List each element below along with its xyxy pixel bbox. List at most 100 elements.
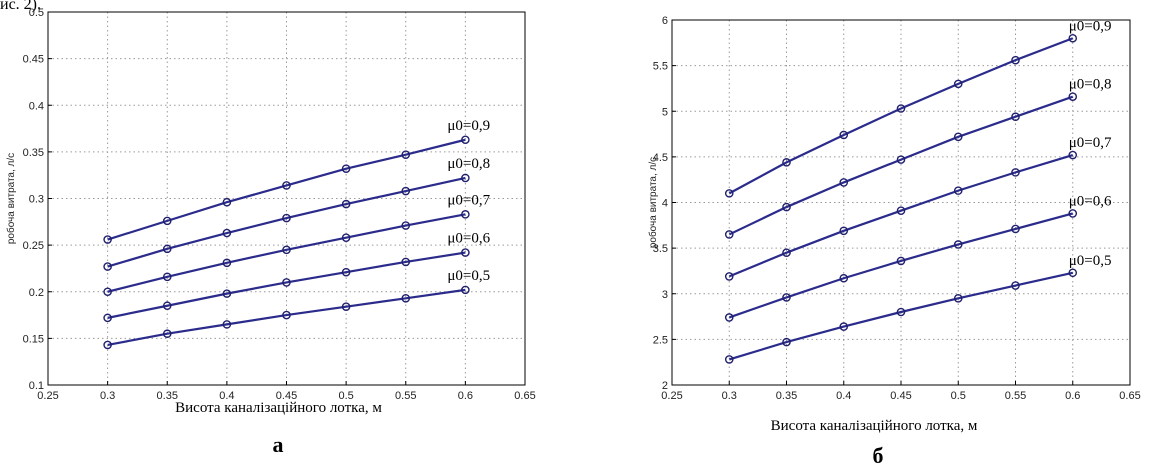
chart-b-data-point [896,206,906,216]
chart-b-series-line [728,95,1074,236]
chart-a-ytick-label: 0.3 [29,194,44,206]
chart-a-xtick-label: 0.35 [157,390,178,402]
chart-b-ylabel: робоча витрата, л/с [647,157,659,248]
chart-a-data-point [341,302,351,311]
chart-a-data-point [461,285,470,295]
chart-b-xlabel: Висота каналізаційного лотка, м [771,418,978,434]
chart-a-data-point [461,248,470,257]
chart-a-ytick-label: 0.5 [29,7,44,19]
chart-b-xtick-label: 0.65 [1119,390,1140,402]
chart-b-ytick-label: 2 [662,380,668,392]
chart-a-data-point [222,197,232,207]
chart-a-ytick-label: 0.45 [23,54,44,66]
chart-b-data-point [1011,55,1020,65]
chart-b-data-point [1068,150,1078,160]
chart-b-series-label: μ0=0,8 [1069,77,1112,93]
chart-b-data-point [839,322,849,331]
chart-a-data-point [341,199,351,209]
chart-a-data-point [461,173,470,183]
chart-b-xtick-label: 0.35 [776,390,797,402]
chart-b-data-point [782,158,791,167]
chart-b-data-point [953,186,963,195]
chart-a-xlabel: Висота каналізаційного лотка, м [175,400,382,416]
chart-b-data-point [953,79,963,89]
chart-a-data-point [282,245,291,255]
chart-b-data-point [1068,268,1078,278]
chart-b-ytick-label: 3 [662,289,668,301]
chart-a-data-point [401,150,411,159]
chart-b-data-point [896,104,906,113]
chart-b-ytick-label: 2.5 [653,334,668,346]
chart-b-data-point [782,293,791,302]
chart-b-xtick-label: 0.45 [890,390,911,402]
chart-a-data-point [282,278,291,287]
chart-a-data-point [282,213,291,223]
chart-a-series-line [107,138,466,241]
chart-b-series-line [728,212,1074,319]
chart-a-data-point [162,329,172,339]
chart-a-ytick-label: 0.4 [29,100,44,112]
chart-a-data-point [162,244,172,254]
chart-a-data-point [341,164,351,173]
chart-a-series-label: μ0=0,6 [447,231,490,247]
chart-a-series-label: μ0=0,7 [447,192,490,208]
chart-b-data-point [724,230,734,239]
chart-b-data-point [1011,224,1020,234]
chart-b-data-point [1011,281,1020,290]
chart-b-data-point [1011,168,1020,177]
chart-b-ytick-label: 3.5 [653,243,668,255]
chart-a-xtick-label: 0.55 [395,390,416,402]
chart-b-data-point [953,240,963,249]
chart-b-data-point [782,337,791,347]
chart-b-ytick-label: 6 [662,15,668,27]
chart-a-data-point [103,287,112,297]
chart-b-data-point [1068,33,1078,43]
chart-b-data-point [724,355,734,364]
chart-b-data-point [782,248,791,257]
chart-a-xtick-label: 0.5 [338,390,353,402]
chart-a-data-point [401,257,411,267]
chart-b-data-point [1068,209,1078,218]
chart-b-ytick-label: 4 [662,198,668,210]
chart-b-series-line [728,153,1074,278]
chart-b-data-point [896,307,906,317]
chart-a-xtick-label: 0.45 [276,390,297,402]
chart-a-data-point [461,135,470,145]
chart-b-series-label: μ0=0,7 [1069,135,1112,151]
chart-a-data-point [341,267,351,277]
chart-b-series-label: μ0=0,9 [1069,18,1112,34]
chart-a-ytick-label: 0.2 [29,287,44,299]
chart-a-data-point [162,301,172,311]
chart-b-ytick-label: 5 [662,106,668,118]
chart-a-data-point [401,186,411,196]
chart-a-ytick-label: 0.1 [29,380,44,392]
chart-a-ytick-label: 0.25 [23,240,44,252]
chart-b-data-point [839,273,849,283]
chart-a-data-point [222,258,232,268]
chart-b-ytick-label: 5.5 [653,61,668,73]
chart-a-data-point [401,293,411,303]
chart-a-data-point [162,216,172,226]
chart-b-series-line [728,37,1074,195]
chart-b-data-point [953,294,963,303]
text-fragment: ис. 2). [0,0,41,13]
chart-a-data-point [103,235,112,244]
chart-b-data-point [839,130,849,140]
chart-b-data-point [1011,112,1020,122]
chart-b-data-point [896,256,906,266]
chart-a-data-point [103,262,112,271]
chart-a-series-line [107,251,466,319]
chart-a-xtick-label: 0.3 [100,390,115,402]
chart-a-panel-label: а [273,432,284,457]
chart-a-xtick-label: 0.6 [458,390,473,402]
chart-a-data-point [401,221,411,230]
chart-b-xtick-label: 0.25 [661,390,682,402]
chart-a-ytick-label: 0.35 [23,147,44,159]
chart-b-xtick-label: 0.55 [1005,390,1026,402]
chart-b-xtick-label: 0.6 [1065,390,1080,402]
chart-a-series-line [107,213,466,293]
chart-a-ytick-label: 0.15 [23,333,44,345]
chart-a-series-label: μ0=0,5 [447,268,490,284]
chart-b-panel-label: б [873,443,884,464]
